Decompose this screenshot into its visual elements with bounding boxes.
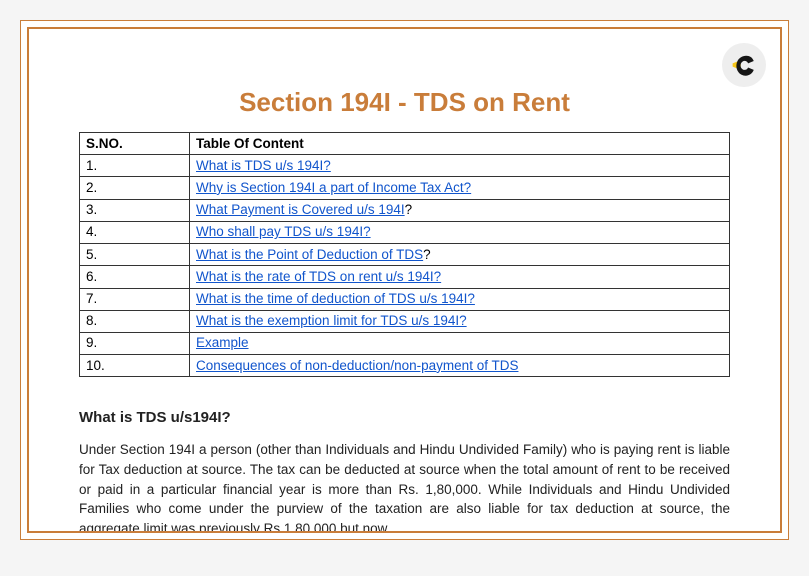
toc-header-row: S.NO. Table Of Content (80, 133, 730, 155)
toc-row: 5.What is the Point of Deduction of TDS? (80, 244, 730, 266)
toc-cell: Why is Section 194I a part of Income Tax… (190, 177, 730, 199)
brand-logo (722, 43, 766, 87)
section-body: Under Section 194I a person (other than … (79, 440, 730, 533)
toc-link[interactable]: What is the exemption limit for TDS u/s … (196, 313, 467, 328)
document-page: Section 194I - TDS on Rent S.NO. Table O… (20, 20, 789, 540)
toc-row: 3.What Payment is Covered u/s 194I? (80, 199, 730, 221)
toc-link[interactable]: What Payment is Covered u/s 194I (196, 202, 405, 217)
toc-row: 9. Example (80, 332, 730, 354)
toc-link[interactable]: What is the time of deduction of TDS u/s… (196, 291, 475, 306)
toc-header-sno: S.NO. (80, 133, 190, 155)
toc-row: 4. Who shall pay TDS u/s 194I? (80, 221, 730, 243)
toc-trailing-question: ? (423, 247, 431, 262)
toc-sno: 9. (80, 332, 190, 354)
toc-link[interactable]: Example (196, 335, 249, 350)
toc-cell: What is the exemption limit for TDS u/s … (190, 310, 730, 332)
section-heading: What is TDS u/s194I? (79, 409, 730, 426)
toc-link[interactable]: What is the rate of TDS on rent u/s 194I… (196, 269, 441, 284)
toc-row: 7. What is the time of deduction of TDS u… (80, 288, 730, 310)
toc-sno: 4. (80, 221, 190, 243)
toc-cell: What is the Point of Deduction of TDS? (190, 244, 730, 266)
toc-link[interactable]: What is TDS u/s 194I? (196, 158, 331, 173)
toc-sno: 10. (80, 355, 190, 377)
toc-sno: 7. (80, 288, 190, 310)
toc-body: 1. What is TDS u/s 194I? 2. Why is Section … (80, 155, 730, 377)
toc-row: 6. What is the rate of TDS on rent u/s 19… (80, 266, 730, 288)
toc-sno: 6. (80, 266, 190, 288)
toc-cell: Consequences of non-deduction/non-paymen… (190, 355, 730, 377)
toc-sno: 1. (80, 155, 190, 177)
toc-cell: What Payment is Covered u/s 194I? (190, 199, 730, 221)
toc-cell: What is the rate of TDS on rent u/s 194I… (190, 266, 730, 288)
toc-row: 10. Consequences of non-deduction/non-pay… (80, 355, 730, 377)
toc-link[interactable]: What is the Point of Deduction of TDS (196, 247, 423, 262)
page-title: Section 194I - TDS on Rent (79, 87, 730, 118)
toc-cell: Example (190, 332, 730, 354)
toc-row: 1. What is TDS u/s 194I? (80, 155, 730, 177)
toc-row: 2. Why is Section 194I a part of Income T… (80, 177, 730, 199)
toc-link[interactable]: Why is Section 194I a part of Income Tax… (196, 180, 471, 195)
toc-link[interactable]: Consequences of non-deduction/non-paymen… (196, 358, 518, 373)
toc-sno: 5. (80, 244, 190, 266)
table-of-contents: S.NO. Table Of Content 1. What is TDS u/s… (79, 132, 730, 377)
toc-trailing-question: ? (405, 202, 413, 217)
toc-cell: Who shall pay TDS u/s 194I? (190, 221, 730, 243)
toc-header-content: Table Of Content (190, 133, 730, 155)
inner-border: Section 194I - TDS on Rent S.NO. Table O… (27, 27, 782, 533)
toc-row: 8. What is the exemption limit for TDS u/… (80, 310, 730, 332)
toc-sno: 3. (80, 199, 190, 221)
toc-link[interactable]: Who shall pay TDS u/s 194I? (196, 224, 371, 239)
toc-cell: What is the time of deduction of TDS u/s… (190, 288, 730, 310)
brand-logo-icon (731, 52, 757, 78)
toc-sno: 8. (80, 310, 190, 332)
toc-cell: What is TDS u/s 194I? (190, 155, 730, 177)
toc-sno: 2. (80, 177, 190, 199)
